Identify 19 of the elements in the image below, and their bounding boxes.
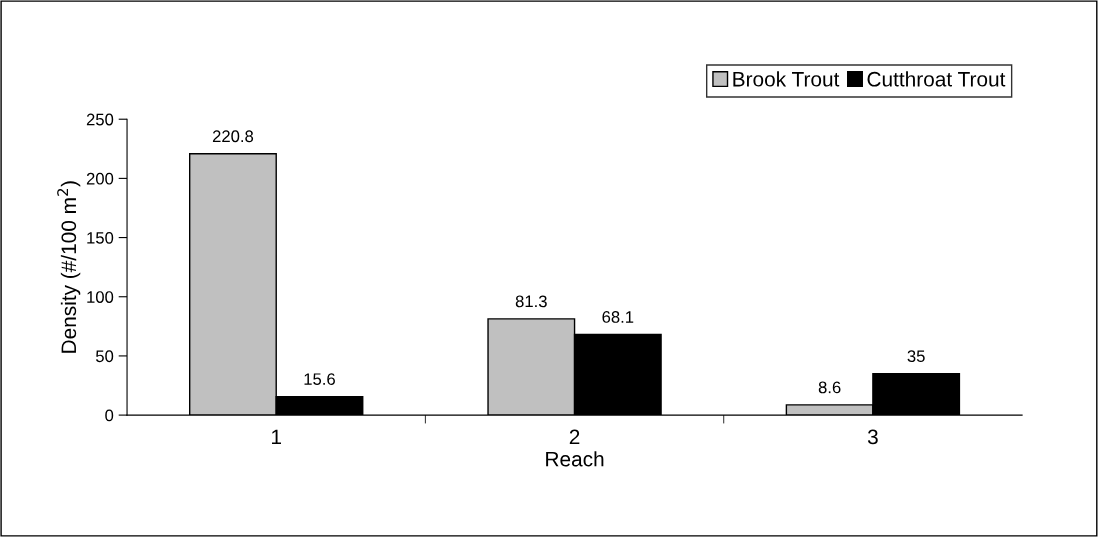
data-label: 15.6 <box>304 373 335 386</box>
y-tick-label: 150 <box>87 231 114 244</box>
x-tick-label: 1 <box>272 429 281 445</box>
legend-label: Brook Trout <box>733 71 840 87</box>
y-tick-label: 100 <box>87 291 114 303</box>
legend-label: Cutthroat Trout <box>867 71 1006 87</box>
x-tick-label: 3 <box>867 429 878 445</box>
data-label: 35 <box>907 350 925 363</box>
x-axis-title: Reach <box>546 451 604 467</box>
y-tick-label: 200 <box>86 172 114 185</box>
y-tick-label: 250 <box>86 113 114 126</box>
x-tick-label: 2 <box>569 429 580 445</box>
data-label: 68.1 <box>602 311 634 323</box>
y-tick-label: 0 <box>105 409 114 422</box>
y-tick-label: 50 <box>95 350 114 363</box>
data-label: 220.8 <box>212 130 254 143</box>
data-label: 81.3 <box>515 295 547 308</box>
y-axis-title: Density (#/100 m$^{2}$) <box>57 181 81 353</box>
data-label: 8.6 <box>818 381 841 394</box>
